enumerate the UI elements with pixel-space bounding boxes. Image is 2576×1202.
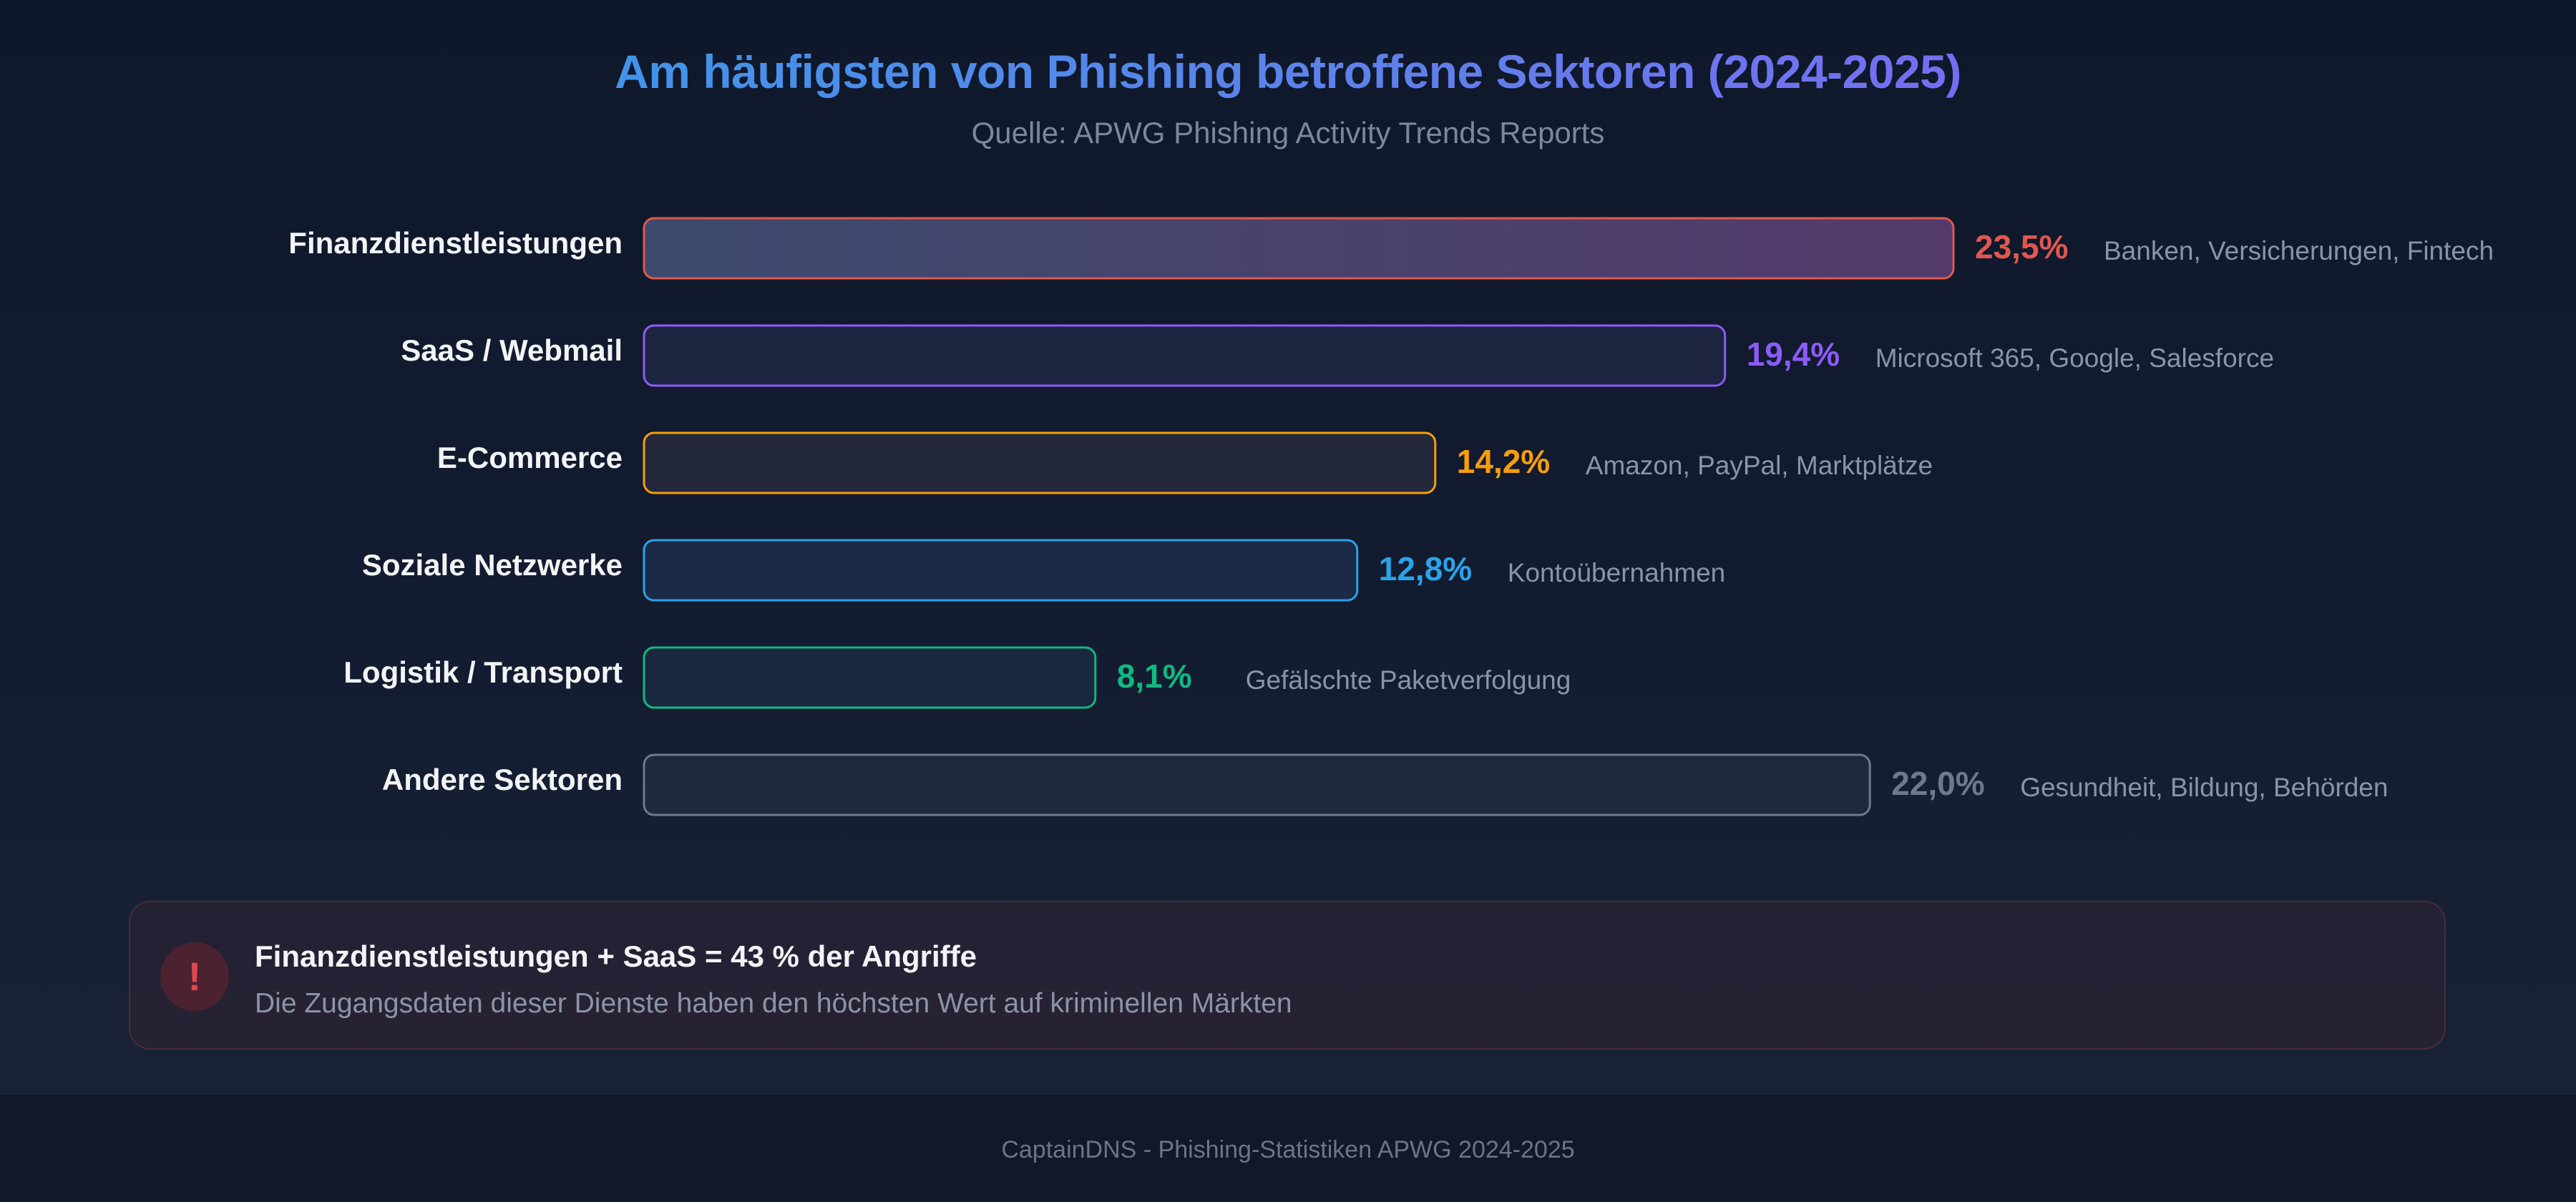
- callout-text: Die Zugangsdaten dieser Dienste haben de…: [255, 988, 1292, 1019]
- category-label: Andere Sektoren: [382, 763, 623, 796]
- bar: [643, 431, 1437, 494]
- bar-description: Banken, Versicherungen, Fintech: [2104, 236, 2494, 265]
- bars-layer: Finanzdienstleistungen 23,5% Banken, Versi…: [288, 217, 2494, 816]
- bar: [643, 539, 1359, 602]
- category-label: Finanzdienstleistungen: [288, 226, 623, 260]
- category-label: Soziale Netzwerke: [362, 548, 623, 582]
- footer-bar: [0, 1095, 2576, 1202]
- footer-text: CaptainDNS - Phishing-Statistiken APWG 2…: [1001, 1136, 1575, 1163]
- data-label: 19,4%: [1747, 336, 1840, 373]
- data-label: 8,1%: [1117, 658, 1192, 695]
- data-label: 14,2%: [1457, 443, 1550, 480]
- category-label: Logistik / Transport: [343, 655, 623, 689]
- data-label: 23,5%: [1975, 228, 2068, 265]
- bar: [643, 753, 1871, 816]
- bar: [643, 217, 1955, 280]
- chart-subtitle: Quelle: APWG Phishing Activity Trends Re…: [971, 116, 1605, 150]
- bar-chart: Finanzdienstleistungen 23,5% Banken, Versi…: [288, 217, 2494, 816]
- data-label: 12,8%: [1379, 550, 1472, 587]
- bar-description: Microsoft 365, Google, Salesforce: [1875, 343, 2274, 373]
- bar-description: Amazon, PayPal, Marktplätze: [1586, 451, 1933, 480]
- data-label: 22,0%: [1891, 765, 1984, 802]
- bar-description: Gefälschte Paketverfolgung: [1246, 665, 1571, 695]
- chart-title: Am häufigsten von Phishing betroffene Se…: [0, 44, 2576, 99]
- exclamation-icon: !: [160, 942, 229, 1011]
- category-label: SaaS / Webmail: [401, 333, 623, 367]
- callout-title: Finanzdienstleistungen + SaaS = 43 % der…: [255, 939, 977, 973]
- bar: [643, 646, 1097, 709]
- bar: [643, 324, 1727, 387]
- insight-callout: ! Finanzdienstleistungen + SaaS = 43 % d…: [129, 901, 2446, 1050]
- chart-page: Am häufigsten von Phishing betroffene Se…: [0, 44, 2576, 1050]
- bar-description: Kontoübernahmen: [1508, 558, 1725, 587]
- bar-description: Gesundheit, Bildung, Behörden: [2020, 773, 2388, 802]
- category-label: E-Commerce: [437, 441, 623, 474]
